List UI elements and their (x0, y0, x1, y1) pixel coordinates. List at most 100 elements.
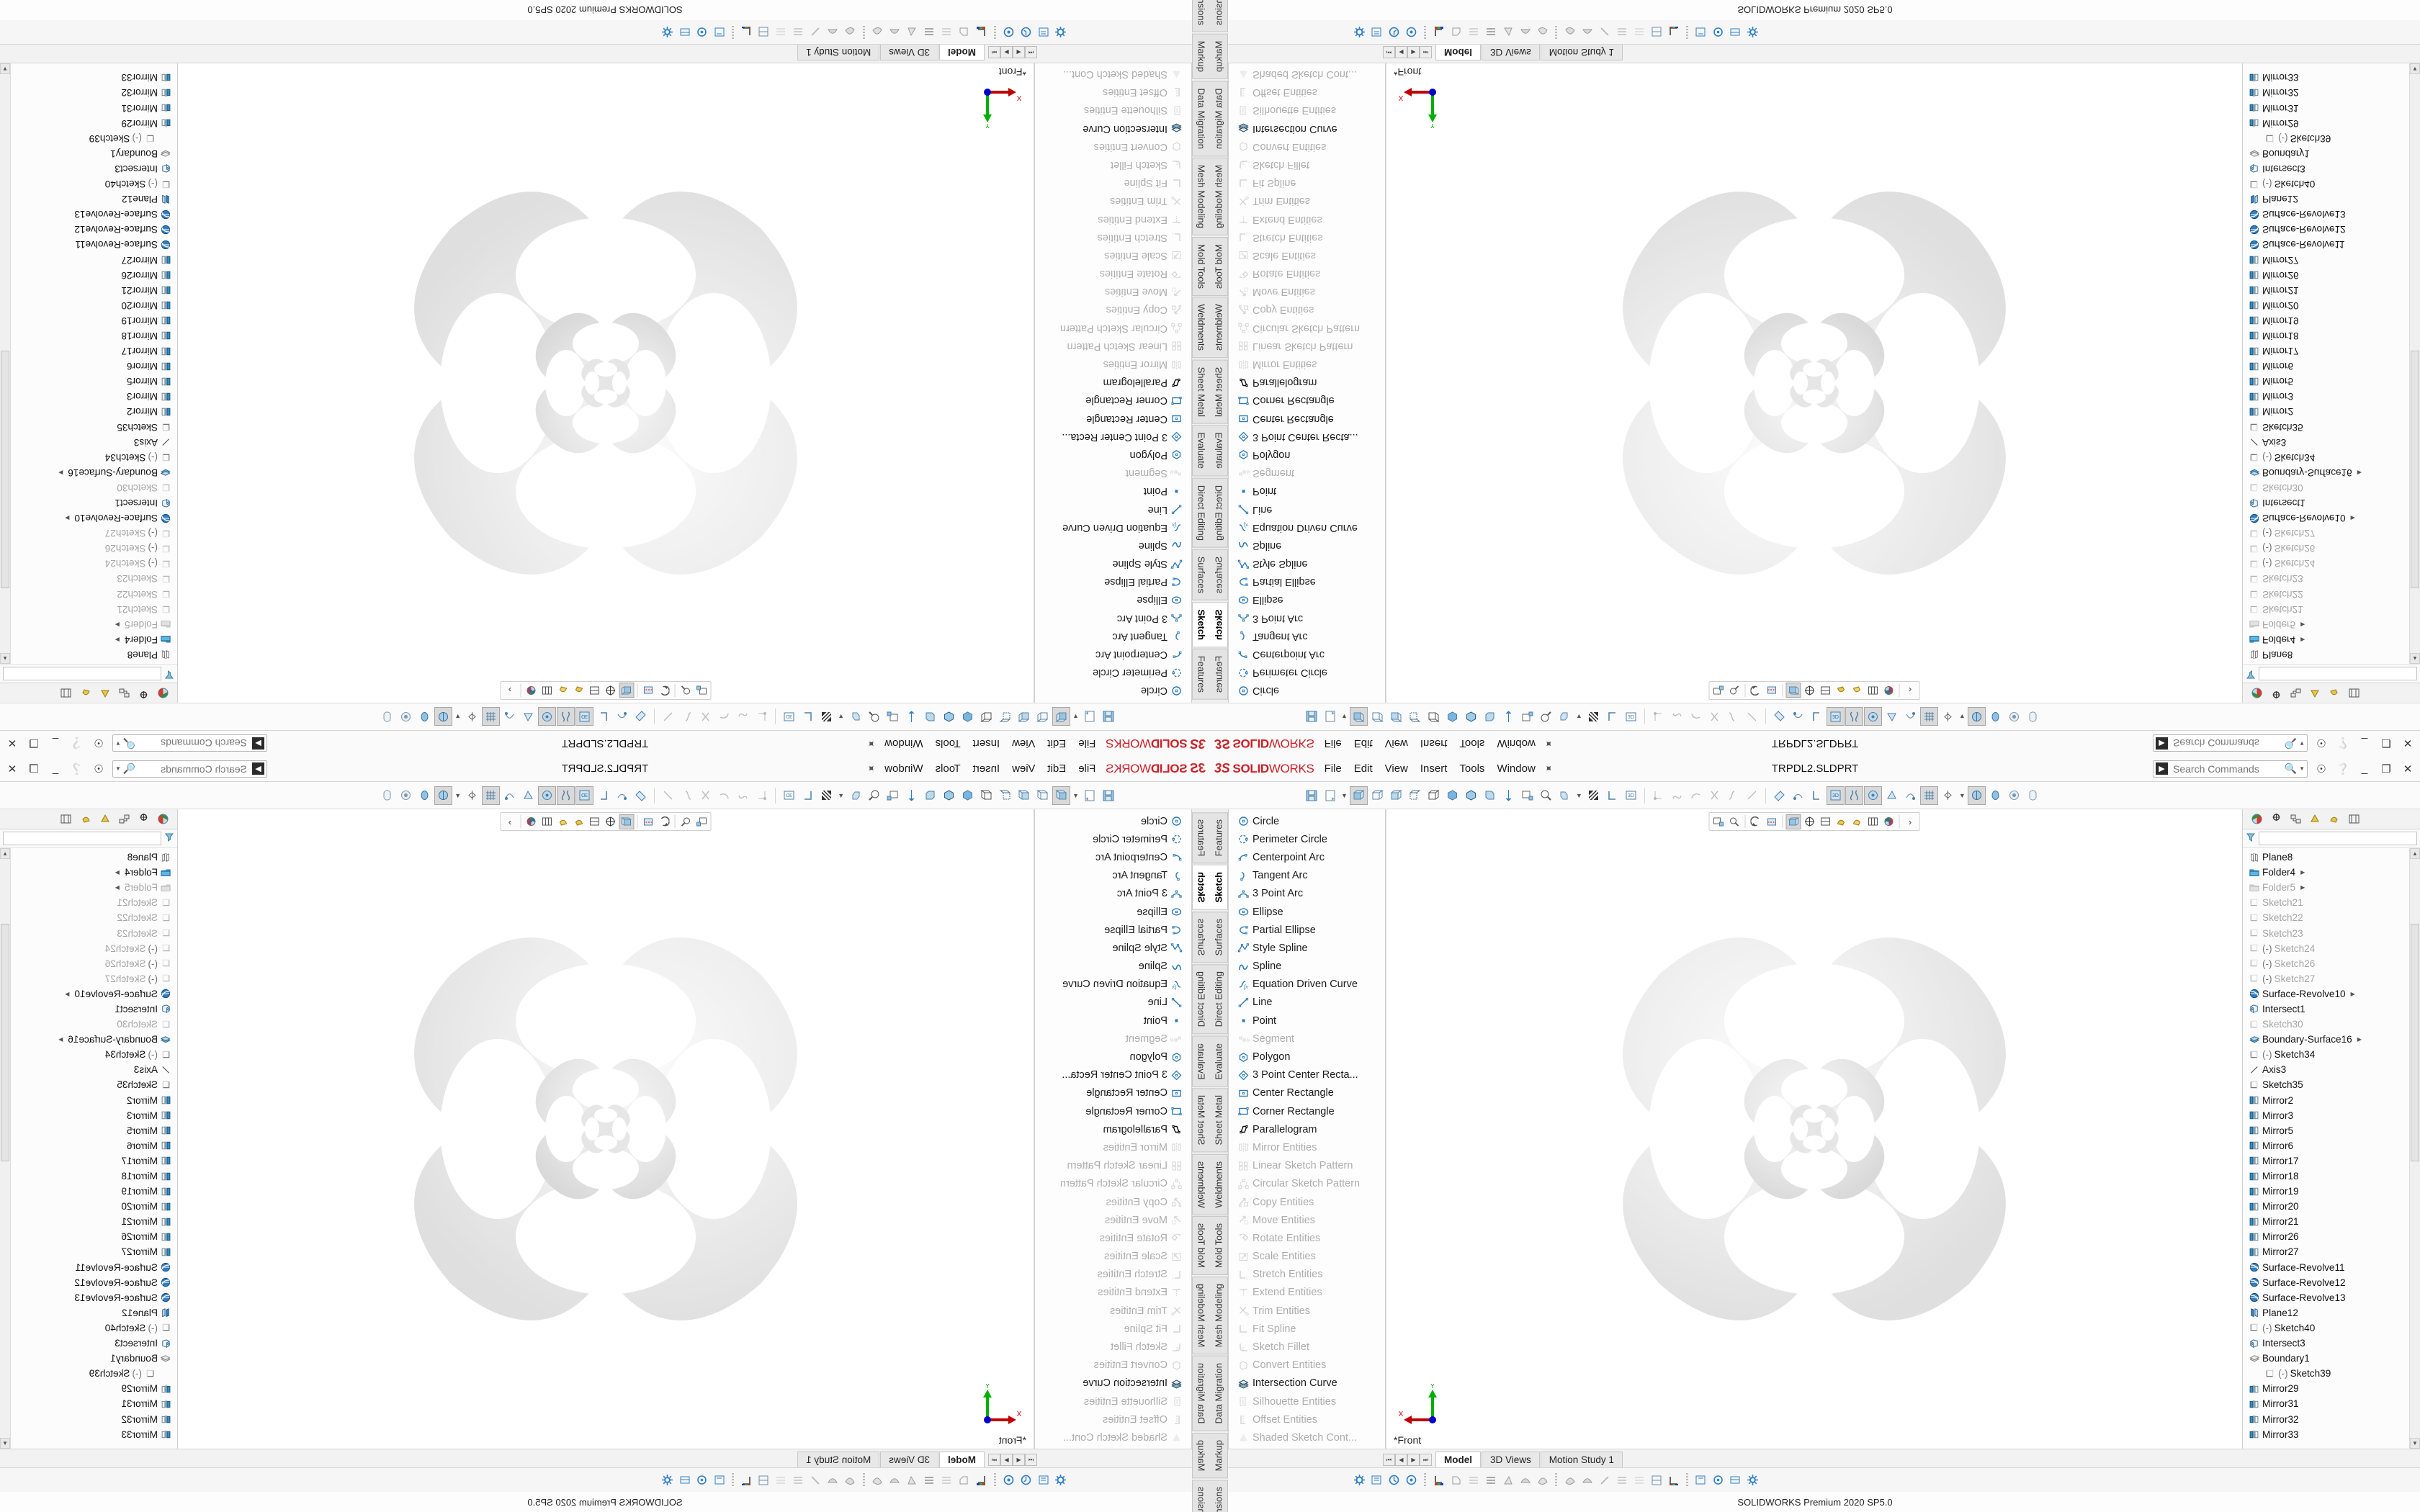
options-gear-icon[interactable] (1744, 1472, 1761, 1488)
display-states-icon[interactable] (1613, 24, 1630, 40)
realview-icon[interactable] (869, 1472, 886, 1488)
menu-file[interactable]: File (1078, 762, 1096, 775)
options-gear-icon[interactable] (659, 24, 676, 40)
feature-tree-filter-input[interactable] (2259, 667, 2417, 680)
rebuild-icon[interactable] (1035, 24, 1052, 40)
zoom-to-fit-icon[interactable] (1711, 814, 1726, 829)
appearance-icon[interactable] (1585, 708, 1603, 726)
feature-tree-row[interactable]: Sketch22 (0, 910, 177, 925)
mass-properties-icon[interactable] (1789, 708, 1807, 726)
feature-tree-row[interactable]: Mirror17 (2243, 1153, 2420, 1169)
lights-cameras-icon[interactable] (1727, 1472, 1744, 1488)
feature-tree-row[interactable]: (-) Sketch27 (0, 971, 177, 986)
feature-tree-row[interactable]: (-) Sketch39 (2243, 1366, 2420, 1381)
sketch-command-tangent-arc[interactable]: Tangent Arc (1229, 867, 1385, 885)
shadows-icon[interactable] (1561, 1472, 1578, 1488)
sketch-command-perimeter-circle[interactable]: Perimeter Circle (1035, 830, 1191, 848)
perspective-icon[interactable] (1481, 708, 1499, 726)
search-input[interactable] (135, 737, 248, 750)
feature-tree-row[interactable]: Boundary1 (0, 146, 177, 161)
command-tab-direct-editing[interactable]: Direct Editing (1192, 964, 1210, 1035)
menu-insert[interactable]: Insert (972, 737, 1000, 750)
feature-tree-row[interactable]: (-) Sketch40 (2243, 1320, 2420, 1336)
feature-tree-row[interactable]: Surface-Revolve12 (2243, 222, 2420, 237)
measure-icon[interactable] (1386, 1472, 1402, 1488)
sketch-command-line[interactable]: Line (1229, 500, 1385, 518)
command-manager-tabstrip[interactable]: Features Sketch Surfaces Direct Editing Eval… (1191, 0, 1210, 703)
feature-tree-row[interactable]: Axis3 (2243, 435, 2420, 450)
chevron-down-icon[interactable]: ▼ (1341, 713, 1348, 721)
sketch-command-3-point-arc[interactable]: 3 Point Arc (1035, 609, 1191, 627)
feature-tree[interactable]: Plane8 Folder4 ▶ Folder5 ▶ Sketch21 Sketch22 Sk… (2243, 63, 2420, 664)
tab-model[interactable]: Model (1435, 45, 1481, 60)
hidden-lines-visible-icon[interactable] (1387, 786, 1405, 805)
sketch-command-ellipse[interactable]: Ellipse (1229, 903, 1385, 921)
feature-manager-panel[interactable]: Plane8 Folder4 ▶ Folder5 ▶ Sketch21 Sketch22 Sk… (2242, 809, 2420, 1449)
appearances-icon[interactable] (57, 811, 76, 828)
feature-tree-row[interactable]: Surface-Revolve11 (2243, 1260, 2420, 1275)
options-gear-icon[interactable] (659, 1472, 676, 1488)
sketch-command-circle[interactable]: Circle (1229, 682, 1385, 700)
command-tab-surfaces[interactable]: Surfaces (1210, 549, 1228, 601)
shadows-icon[interactable] (1561, 24, 1578, 40)
status-toolbar[interactable] (1210, 1467, 2420, 1492)
line-tool-icon[interactable] (659, 786, 677, 805)
apply-scene-icon[interactable] (1850, 683, 1865, 698)
feature-tree-row[interactable]: Surface-Revolve13 (0, 1290, 177, 1305)
last-icon[interactable]: ⏭ (1420, 1454, 1432, 1466)
display-manager-icon[interactable] (76, 685, 95, 702)
shaded-icon[interactable] (1443, 708, 1461, 726)
menu-view[interactable]: View (1384, 762, 1408, 775)
sensors-icon[interactable] (1403, 24, 1420, 40)
help-question-icon[interactable]: ❔ (2336, 762, 2350, 775)
menu-bar[interactable]: File Edit View Insert Tools Window (884, 762, 1095, 775)
feature-tree-row[interactable]: (-) Sketch39 (2243, 131, 2420, 146)
feature-tree-row[interactable]: (-) Sketch40 (0, 176, 177, 192)
tab-nav-buttons[interactable]: ⏮ ◀ ▶ ⏭ (1383, 46, 1432, 58)
sketch-command-intersection-curve[interactable]: Intersection Curve (1035, 1374, 1191, 1392)
chevron-down-icon[interactable]: ▼ (2299, 740, 2305, 747)
sketch-command-center-rectangle[interactable]: Center Rectangle (1229, 410, 1385, 428)
shaded-icon[interactable] (1443, 786, 1461, 805)
symmetry-check-icon[interactable] (1939, 708, 1957, 726)
sketch-command-spline[interactable]: Spline (1229, 958, 1385, 976)
view-orientation-icon[interactable] (1349, 707, 1368, 726)
graphics-viewport[interactable]: › (1386, 63, 2242, 703)
graphics-viewport[interactable]: › (178, 63, 1034, 703)
command-tab-features[interactable]: Features (1192, 812, 1210, 864)
chevron-right-icon[interactable]: › (508, 685, 512, 696)
dimxpert-manager-icon[interactable] (2305, 685, 2324, 702)
realview-icon[interactable] (1534, 1472, 1551, 1488)
spline-tool-icon[interactable] (1668, 708, 1686, 726)
command-tab-surfaces[interactable]: Surfaces (1192, 549, 1210, 601)
feature-tree-row[interactable]: Mirror26 (2243, 268, 2420, 283)
zoom-to-fit-icon[interactable] (884, 786, 902, 805)
sketch-command-polygon[interactable]: Polygon (1035, 1048, 1191, 1066)
command-tab-mesh-modeling[interactable]: Mesh Modeling (1210, 1277, 1228, 1355)
help-question-icon[interactable]: ❔ (70, 737, 84, 750)
section-properties-icon[interactable] (594, 708, 612, 726)
feature-tree-row[interactable]: Folder4 ▶ (0, 865, 177, 880)
measure-icon[interactable] (1018, 1472, 1034, 1488)
compare-documents-icon[interactable] (1967, 786, 1986, 805)
feature-tree-row[interactable]: Sketch35 (2243, 1077, 2420, 1092)
feature-tree-row[interactable]: Mirror26 (0, 268, 177, 283)
symmetry-check-icon[interactable] (463, 786, 481, 805)
display-style-icon[interactable] (1368, 786, 1386, 805)
view-orientation-icon[interactable] (1785, 814, 1801, 829)
command-tab-mbd-dimensions[interactable]: MBD Dimensions (1210, 1480, 1228, 1512)
feature-tree-row[interactable]: Intersect1 (0, 495, 177, 510)
expand-arrow-icon[interactable]: ▶ (65, 515, 70, 522)
hide-show-items-icon[interactable] (1818, 814, 1833, 829)
menu-file[interactable]: File (1078, 737, 1096, 750)
feature-tree-row[interactable]: Folder5 ▶ (2243, 617, 2420, 632)
feature-tree-row[interactable]: Mirror26 (0, 1229, 177, 1244)
feature-tree-row[interactable]: Mirror31 (2243, 1396, 2420, 1411)
section-view-icon[interactable] (641, 683, 656, 698)
command-tab-sheet-metal[interactable]: Sheet Metal (1192, 1088, 1210, 1153)
close-button[interactable]: ✕ (7, 737, 17, 750)
feature-tree-row[interactable]: Mirror19 (0, 1184, 177, 1199)
curvature-icon[interactable] (1845, 786, 1863, 805)
sketch-command-point[interactable]: Point (1035, 482, 1191, 500)
trim-tool-icon[interactable] (1706, 786, 1724, 805)
